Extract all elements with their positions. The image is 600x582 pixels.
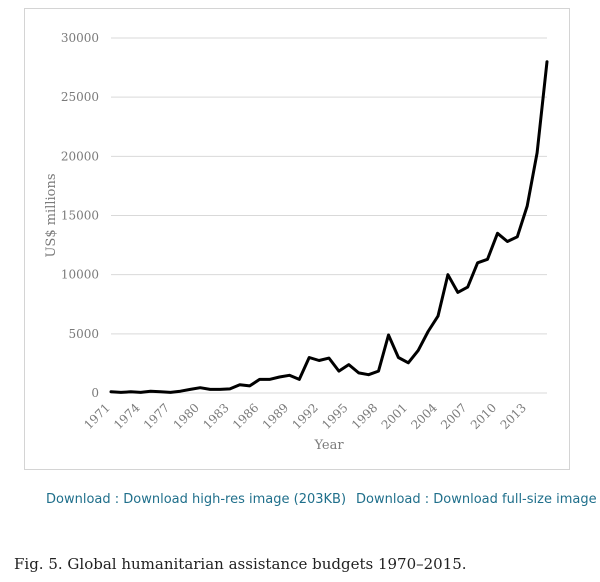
y-tick-label-10000: 10000 <box>61 268 99 282</box>
x-tick-label-2004: 2004 <box>408 400 440 432</box>
y-axis-title: US$ millions <box>44 173 59 257</box>
x-tick-label-1974: 1974 <box>111 400 143 432</box>
x-tick-label-1977: 1977 <box>141 401 172 432</box>
y-tick-label-5000: 5000 <box>68 327 99 341</box>
x-tick-label-2007: 2007 <box>438 401 469 432</box>
download-high-res-link[interactable]: Download : Download high-res image (203K… <box>46 492 347 507</box>
x-tick-label-1989: 1989 <box>260 401 291 432</box>
x-tick-label-1998: 1998 <box>349 401 380 432</box>
x-axis-title: Year <box>313 438 344 453</box>
download-full-size-link[interactable]: Download : Download full-size image <box>356 492 597 507</box>
x-tick-label-2001: 2001 <box>379 401 410 432</box>
series-line-0 <box>109 60 549 394</box>
y-tick-label-0: 0 <box>91 386 99 400</box>
x-tick-label-1971: 1971 <box>81 401 112 432</box>
y-tick-label-25000: 25000 <box>61 90 99 104</box>
x-tick-label-2010: 2010 <box>468 401 499 432</box>
x-tick-label-1980: 1980 <box>171 401 202 432</box>
y-tick-label-30000: 30000 <box>61 31 99 45</box>
figure-caption: Fig. 5. Global humanitarian assistance b… <box>14 555 467 573</box>
y-tick-label-15000: 15000 <box>61 209 99 223</box>
x-tick-label-1986: 1986 <box>230 401 261 432</box>
x-tick-label-2013: 2013 <box>498 401 529 432</box>
line-chart: 0500010000150002000025000300001971197419… <box>44 31 549 453</box>
x-tick-label-1995: 1995 <box>319 401 350 432</box>
x-tick-label-1992: 1992 <box>289 401 320 432</box>
figure-frame: 0 5000 10000 15000 20000 25000 30000 1971 1974 19… <box>24 8 570 470</box>
x-tick-label-1983: 1983 <box>200 401 231 432</box>
y-tick-label-20000: 20000 <box>61 149 99 163</box>
